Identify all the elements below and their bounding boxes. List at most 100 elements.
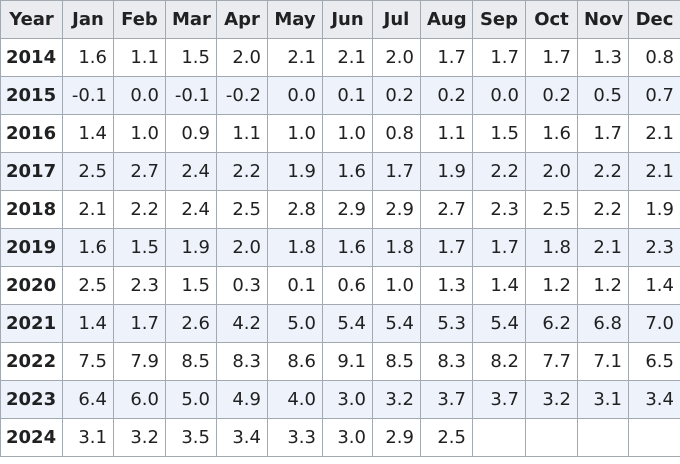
value-cell: 8.5 [165, 342, 217, 381]
value-cell: 1.6 [62, 38, 114, 77]
year-cell: 2020 [0, 266, 63, 305]
value-cell: 0.9 [165, 114, 217, 153]
value-cell: 2.3 [628, 228, 680, 267]
table-row: 2021 1.4 1.7 2.6 4.2 5.0 5.4 5.4 5.3 5.4 6.2 6.8 7.0 [0, 304, 680, 343]
empty-cell [577, 418, 629, 457]
value-cell: 2.5 [420, 418, 473, 457]
value-cell: 7.7 [525, 342, 578, 381]
value-cell: 2.5 [525, 190, 578, 229]
value-cell: 1.7 [577, 114, 629, 153]
value-cell: 1.0 [113, 114, 166, 153]
value-cell: 0.5 [577, 76, 629, 115]
year-cell: 2018 [0, 190, 63, 229]
value-cell: 1.1 [216, 114, 268, 153]
value-cell: 1.3 [577, 38, 629, 77]
value-cell: 1.5 [165, 38, 217, 77]
value-cell: 0.8 [372, 114, 421, 153]
value-cell: 5.4 [472, 304, 526, 343]
value-cell: 4.9 [216, 380, 268, 419]
empty-cell [472, 418, 526, 457]
value-cell: 0.1 [267, 266, 323, 305]
value-cell: 2.2 [216, 152, 268, 191]
value-cell: 5.4 [372, 304, 421, 343]
year-cell: 2024 [0, 418, 63, 457]
year-cell: 2017 [0, 152, 63, 191]
value-cell: 6.0 [113, 380, 166, 419]
value-cell: 2.7 [420, 190, 473, 229]
value-cell: 3.2 [372, 380, 421, 419]
value-cell: 1.3 [420, 266, 473, 305]
value-cell: 6.2 [525, 304, 578, 343]
column-header: May [267, 0, 323, 39]
value-cell: 1.7 [113, 304, 166, 343]
value-cell: 1.1 [113, 38, 166, 77]
value-cell: 1.0 [322, 114, 373, 153]
value-cell: 2.8 [267, 190, 323, 229]
value-cell: 1.2 [577, 266, 629, 305]
value-cell: 6.8 [577, 304, 629, 343]
value-cell: 1.4 [472, 266, 526, 305]
table-row: 2024 3.1 3.2 3.5 3.4 3.3 3.0 2.9 2.5 [0, 418, 680, 457]
value-cell: 2.1 [628, 114, 680, 153]
column-header: Jul [372, 0, 421, 39]
value-cell: 0.0 [113, 76, 166, 115]
value-cell: 3.0 [322, 418, 373, 457]
value-cell: 5.3 [420, 304, 473, 343]
value-cell: 2.0 [216, 228, 268, 267]
value-cell: 8.3 [420, 342, 473, 381]
value-cell: 1.9 [420, 152, 473, 191]
column-header: Mar [165, 0, 217, 39]
value-cell: 1.4 [62, 114, 114, 153]
value-cell: 2.0 [525, 152, 578, 191]
value-cell: 0.3 [216, 266, 268, 305]
value-cell: 1.6 [62, 228, 114, 267]
value-cell: 1.7 [372, 152, 421, 191]
column-header: Jun [322, 0, 373, 39]
value-cell: 6.4 [62, 380, 114, 419]
value-cell: 2.4 [165, 190, 217, 229]
value-cell: 1.4 [628, 266, 680, 305]
value-cell: 6.5 [628, 342, 680, 381]
value-cell: 7.0 [628, 304, 680, 343]
value-cell: 1.9 [628, 190, 680, 229]
value-cell: 7.1 [577, 342, 629, 381]
value-cell: 3.5 [165, 418, 217, 457]
column-header: Jan [62, 0, 114, 39]
value-cell: 3.7 [472, 380, 526, 419]
value-cell: -0.1 [62, 76, 114, 115]
value-cell: 2.4 [165, 152, 217, 191]
value-cell: 1.7 [420, 228, 473, 267]
value-cell: 1.7 [472, 38, 526, 77]
value-cell: 5.4 [322, 304, 373, 343]
value-cell: 2.9 [372, 190, 421, 229]
value-cell: 3.0 [322, 380, 373, 419]
year-cell: 2019 [0, 228, 63, 267]
value-cell: 9.1 [322, 342, 373, 381]
value-cell: 2.3 [472, 190, 526, 229]
column-header: Apr [216, 0, 268, 39]
value-cell: 1.9 [165, 228, 217, 267]
value-cell: 2.2 [113, 190, 166, 229]
value-cell: 1.6 [525, 114, 578, 153]
value-cell: 1.5 [165, 266, 217, 305]
value-cell: 2.1 [577, 228, 629, 267]
column-header: Dec [628, 0, 680, 39]
year-cell: 2015 [0, 76, 63, 115]
value-cell: 0.0 [472, 76, 526, 115]
value-cell: 2.7 [113, 152, 166, 191]
year-cell: 2023 [0, 380, 63, 419]
value-cell: 1.7 [420, 38, 473, 77]
table-row: 2016 1.4 1.0 0.9 1.1 1.0 1.0 0.8 1.1 1.5 1.6 1.7 2.1 [0, 114, 680, 153]
value-cell: 2.5 [216, 190, 268, 229]
value-cell: -0.1 [165, 76, 217, 115]
value-cell: 3.1 [577, 380, 629, 419]
value-cell: 0.2 [525, 76, 578, 115]
value-cell: 3.1 [62, 418, 114, 457]
value-cell: 0.8 [628, 38, 680, 77]
value-cell: -0.2 [216, 76, 268, 115]
table-row: 2015 -0.1 0.0 -0.1 -0.2 0.0 0.1 0.2 0.2 0.0 0.2 0.5… [0, 76, 680, 115]
value-cell: 3.2 [525, 380, 578, 419]
value-cell: 4.2 [216, 304, 268, 343]
value-cell: 1.0 [372, 266, 421, 305]
value-cell: 1.6 [322, 152, 373, 191]
